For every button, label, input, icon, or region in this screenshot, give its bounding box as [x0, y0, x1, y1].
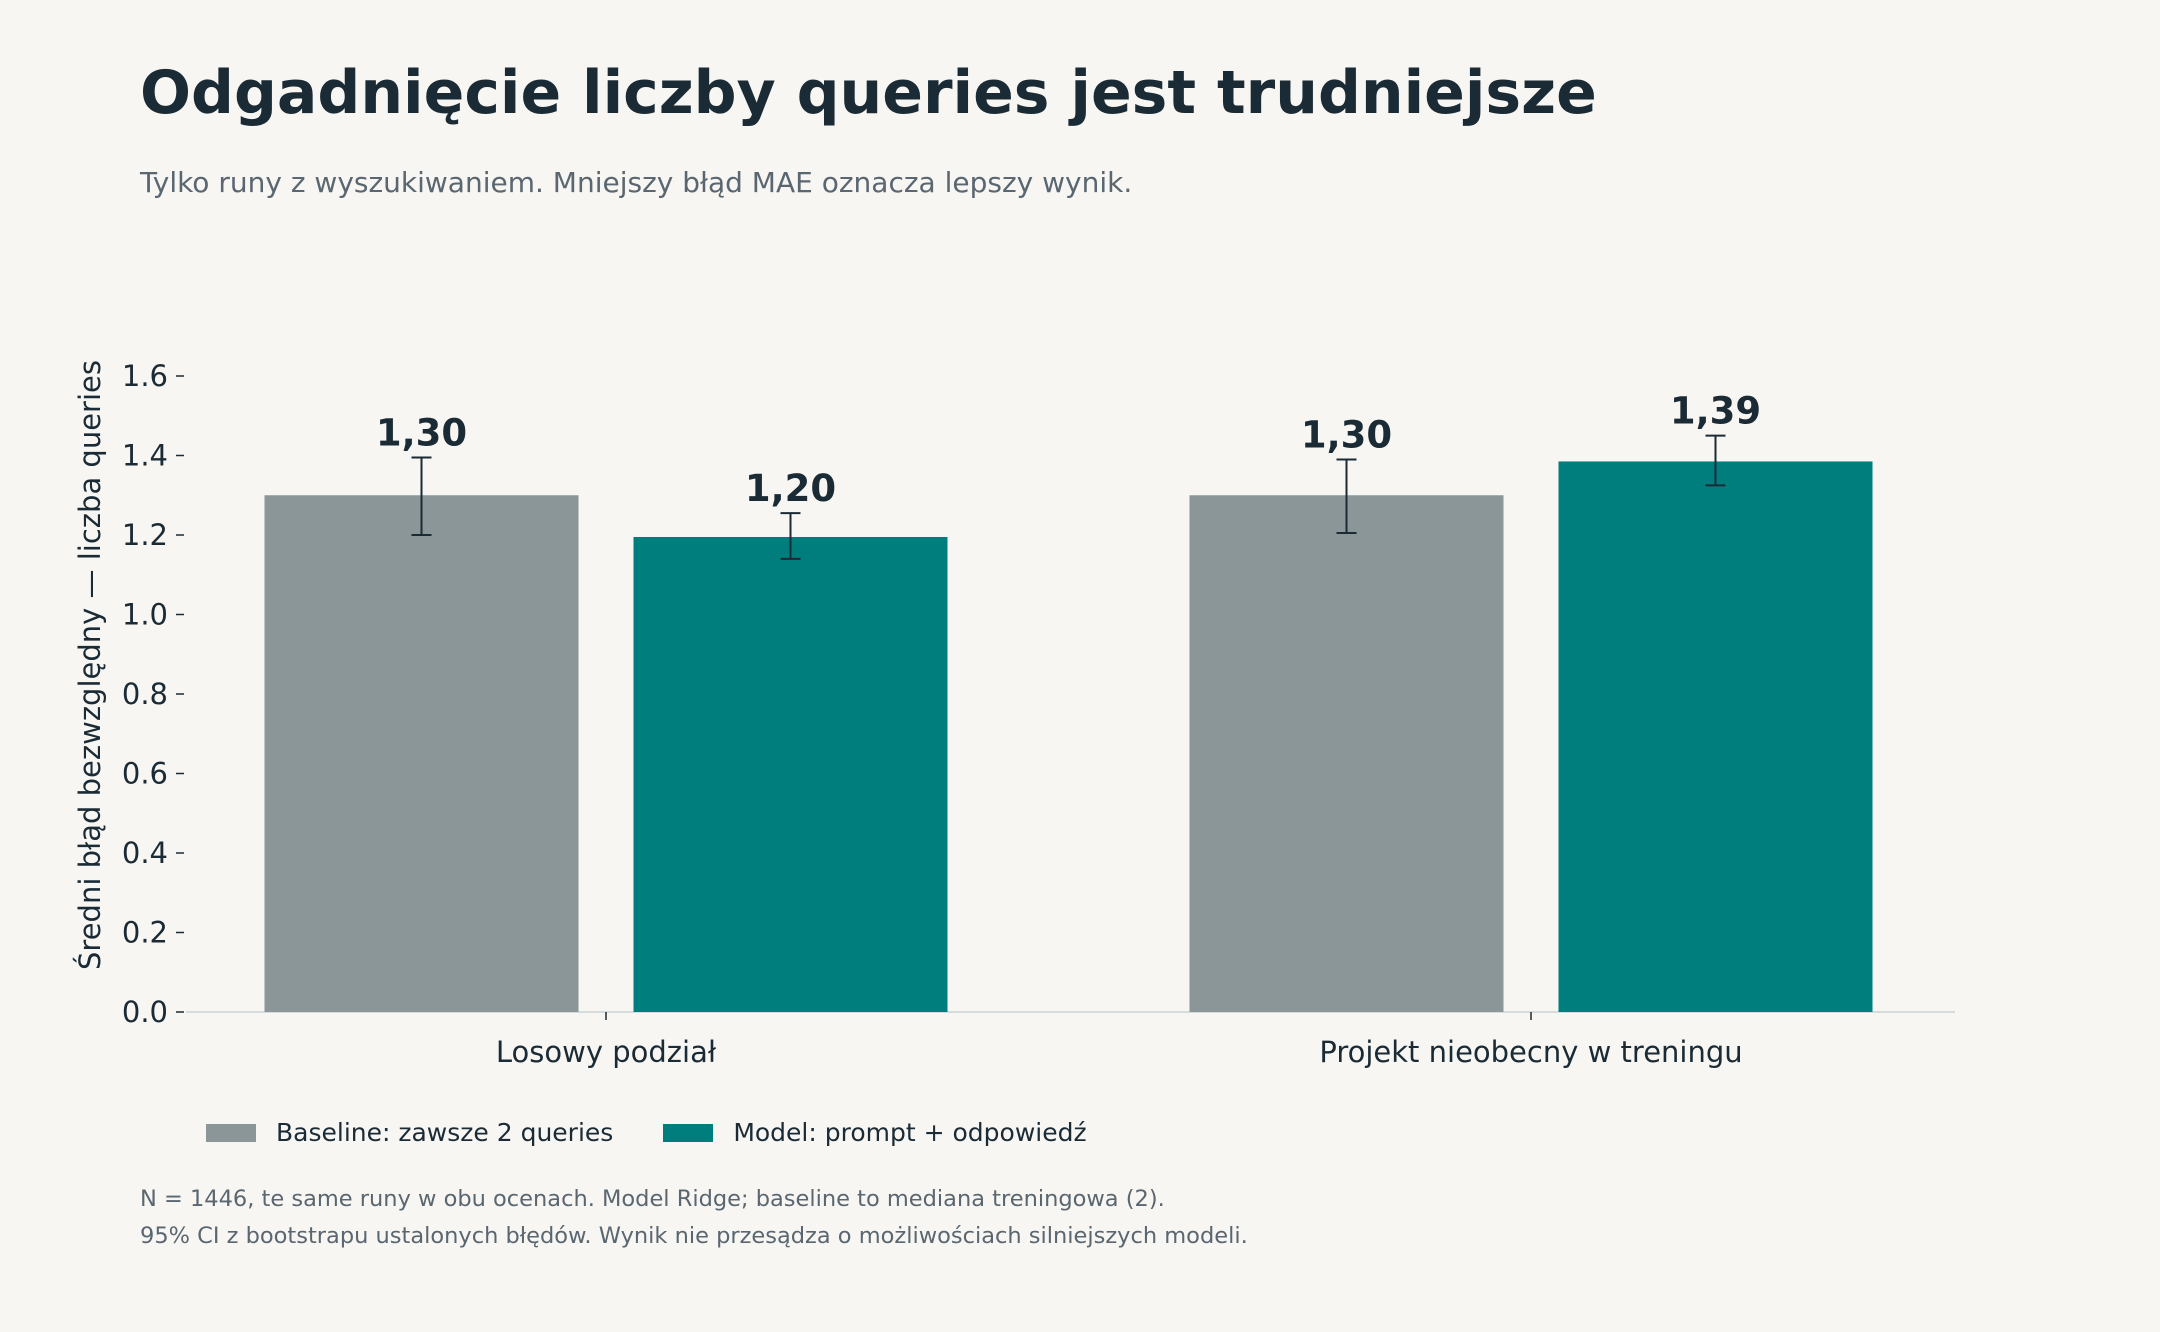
- bar: [1558, 461, 1873, 1012]
- legend: Baseline: zawsze 2 queries Model: prompt…: [206, 1118, 1137, 1147]
- x-tick-label: Projekt nieobecny w treningu: [1319, 1035, 1742, 1069]
- legend-swatch-model: [663, 1123, 714, 1142]
- chart-title: Odgadnięcie liczby queries jest trudniej…: [140, 58, 1597, 128]
- y-axis: 0.0 0.2 0.4 0.6 0.8 1.0 1.2 1.4 1.6: [122, 359, 184, 1029]
- value-label: 1,30: [376, 411, 467, 454]
- y-tick-label: 1.2: [122, 518, 168, 552]
- x-axis: Losowy podział Projekt nieobecny w trenin…: [186, 1011, 1955, 1069]
- bar: [633, 536, 948, 1012]
- y-axis-label: Średni błąd bezwzględny — liczba queries: [73, 360, 107, 970]
- x-tick-label: Losowy podział: [496, 1035, 717, 1069]
- bar: [1189, 495, 1504, 1012]
- footnote-1: N = 1446, te same runy w obu ocenach. Mo…: [140, 1186, 1165, 1212]
- legend-item-baseline: Baseline: zawsze 2 queries: [206, 1118, 613, 1147]
- y-tick-label: 1.4: [122, 439, 168, 473]
- y-tick-label: 1.0: [122, 598, 168, 632]
- value-label: 1,20: [745, 467, 836, 510]
- legend-item-model: Model: prompt + odpowiedź: [663, 1118, 1087, 1147]
- legend-label-baseline: Baseline: zawsze 2 queries: [276, 1118, 614, 1147]
- y-tick-label: 0.0: [122, 995, 168, 1029]
- legend-label-model: Model: prompt + odpowiedź: [733, 1118, 1087, 1147]
- y-tick-label: 0.6: [122, 757, 168, 791]
- y-tick-label: 1.6: [122, 359, 168, 393]
- y-tick-label: 0.8: [122, 677, 168, 711]
- footnote-2: 95% CI z bootstrapu ustalonych błędów. W…: [140, 1223, 1248, 1249]
- bar: [264, 495, 579, 1012]
- value-labels: 1,30 1,30 1,20 1,39: [376, 390, 1761, 511]
- value-label: 1,30: [1301, 413, 1392, 456]
- value-label: 1,39: [1670, 390, 1761, 433]
- legend-swatch-baseline: [206, 1123, 256, 1142]
- bars: [264, 461, 1873, 1012]
- chart-subtitle: Tylko runy z wyszukiwaniem. Mniejszy błą…: [140, 166, 1133, 199]
- y-tick-label: 0.4: [122, 836, 168, 870]
- error-bars: [411, 434, 1726, 560]
- y-tick-label: 0.2: [122, 916, 168, 950]
